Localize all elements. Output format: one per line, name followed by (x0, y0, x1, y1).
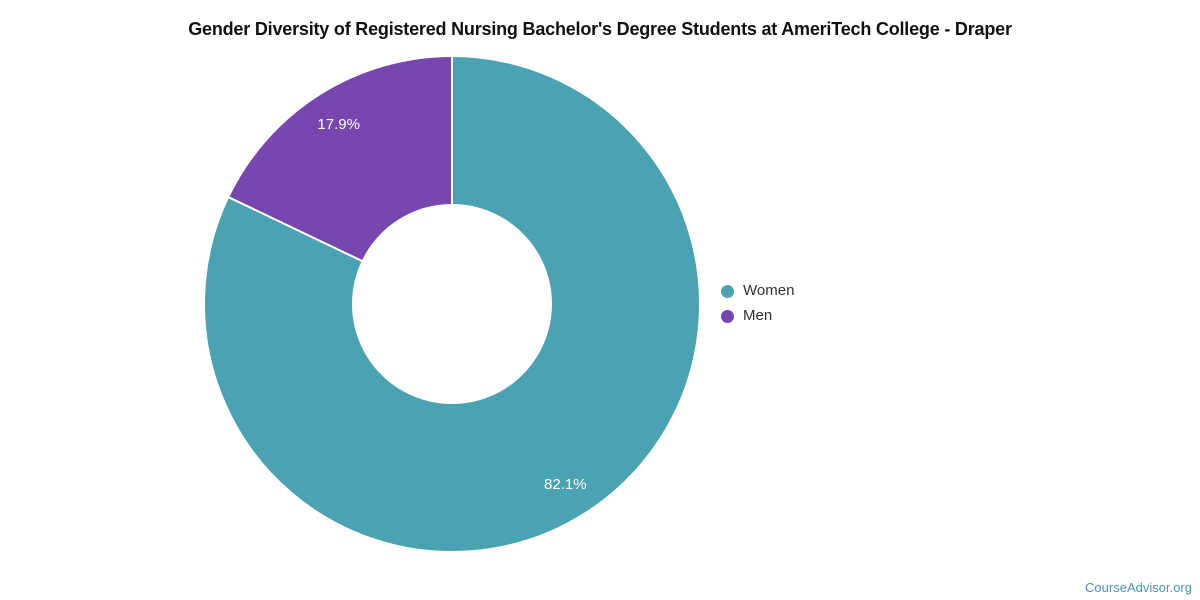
legend: Women Men (721, 281, 794, 326)
legend-item-women[interactable]: Women (721, 281, 794, 301)
legend-label-women: Women (743, 282, 795, 299)
legend-item-men[interactable]: Men (721, 306, 794, 326)
legend-swatch-men-icon (721, 309, 734, 323)
slice-label-men: 17.9% (317, 116, 360, 133)
legend-swatch-women-icon (721, 284, 734, 298)
slice-men[interactable] (226, 54, 453, 263)
slice-women[interactable] (203, 54, 701, 553)
footer-link[interactable]: CourseAdvisor.org (1085, 580, 1192, 595)
legend-label-men: Men (743, 307, 773, 324)
chart-title: Gender Diversity of Registered Nursing B… (188, 19, 1012, 39)
slice-label-women: 82.1% (544, 476, 587, 493)
